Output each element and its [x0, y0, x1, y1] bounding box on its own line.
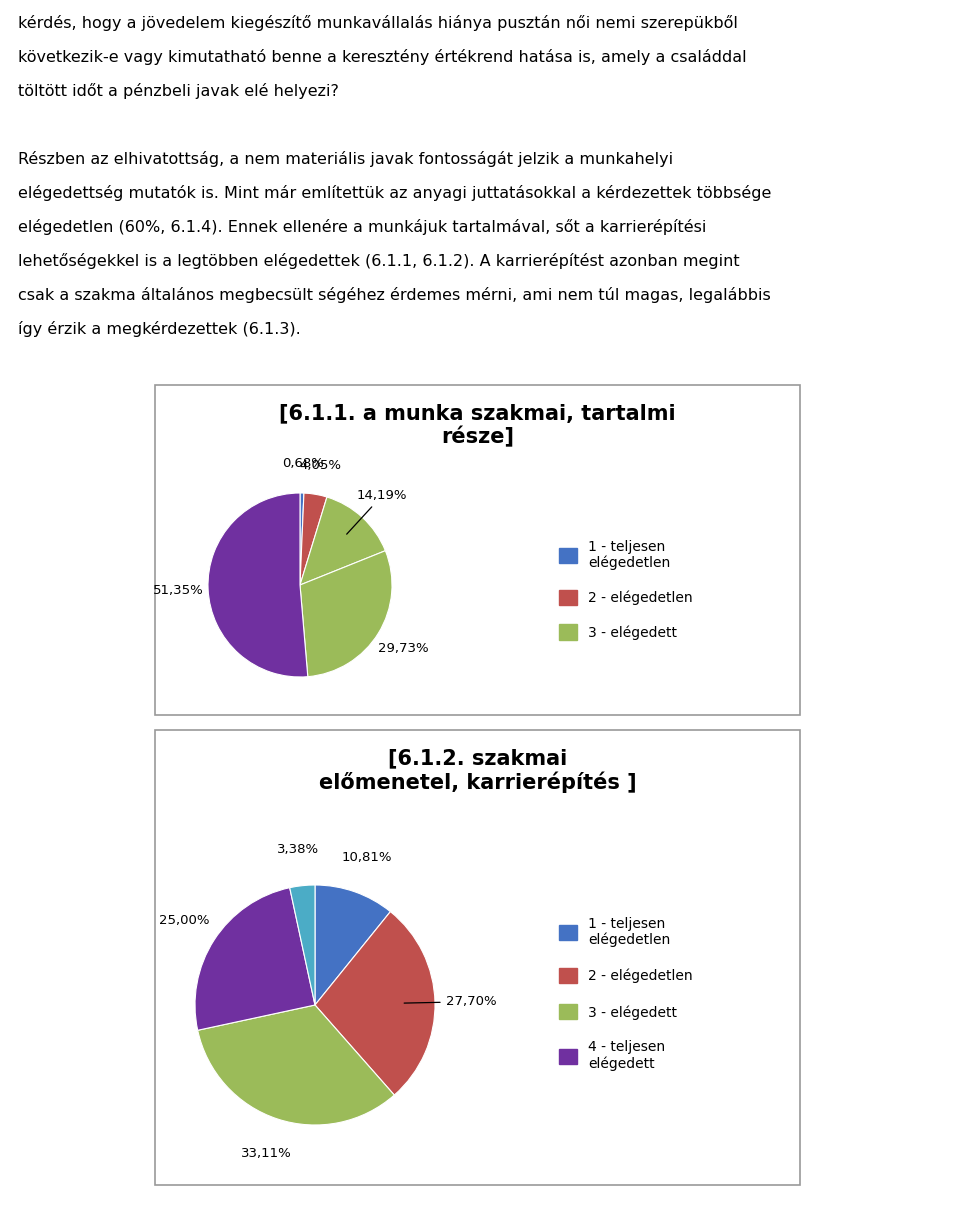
Wedge shape [300, 497, 385, 585]
Text: így érzik a megkérdezettek (6.1.3).: így érzik a megkérdezettek (6.1.3). [18, 321, 300, 336]
Text: töltött időt a pénzbeli javak elé helyezi?: töltött időt a pénzbeli javak elé helyez… [18, 83, 339, 99]
Text: csak a szakma általános megbecsült ségéhez érdemes mérni, ami nem túl magas, leg: csak a szakma általános megbecsült ségéh… [18, 287, 771, 303]
Text: 4,05%: 4,05% [300, 458, 342, 472]
Wedge shape [290, 885, 315, 1005]
Legend: 1 - teljesen
elégedetlen, 2 - elégedetlen, 3 - elégedett, 4 - teljesen
elégedett: 1 - teljesen elégedetlen, 2 - elégedetle… [559, 917, 692, 1071]
Wedge shape [195, 888, 315, 1030]
Text: [6.1.2. szakmai
előmenetel, karrierépítés ]: [6.1.2. szakmai előmenetel, karrierépíté… [319, 748, 636, 794]
Text: következik-e vagy kimutatható benne a keresztény értékrend hatása is, amely a cs: következik-e vagy kimutatható benne a ke… [18, 49, 747, 65]
Wedge shape [300, 493, 327, 585]
Text: 51,35%: 51,35% [154, 584, 204, 597]
Text: 33,11%: 33,11% [241, 1147, 292, 1160]
Text: elégedetlen (60%, 6.1.4). Ennek ellenére a munkájuk tartalmával, sőt a karrierép: elégedetlen (60%, 6.1.4). Ennek ellenére… [18, 219, 707, 235]
Wedge shape [315, 912, 435, 1095]
Text: 3,38%: 3,38% [277, 843, 320, 856]
Wedge shape [208, 493, 308, 677]
Text: lehetőségekkel is a legtöbben elégedettek (6.1.1, 6.1.2). A karrierépítést azonb: lehetőségekkel is a legtöbben elégedette… [18, 253, 739, 269]
Wedge shape [300, 551, 392, 677]
Text: Részben az elhivatottság, a nem materiális javak fontosságát jelzik a munkahelyi: Részben az elhivatottság, a nem materiál… [18, 151, 673, 166]
Text: [6.1.1. a munka szakmai, tartalmi
része]: [6.1.1. a munka szakmai, tartalmi része] [279, 403, 676, 447]
Text: 27,70%: 27,70% [404, 995, 496, 1008]
Legend: 1 - teljesen
elégedetlen, 2 - elégedetlen, 3 - elégedett: 1 - teljesen elégedetlen, 2 - elégedetle… [559, 539, 692, 639]
Text: kérdés, hogy a jövedelem kiegészítő munkavállalás hiánya pusztán női nemi szerep: kérdés, hogy a jövedelem kiegészítő munk… [18, 14, 738, 31]
Wedge shape [198, 1005, 395, 1125]
Text: 0,68%: 0,68% [281, 457, 324, 470]
Text: 25,00%: 25,00% [158, 914, 209, 927]
Text: elégedettség mutatók is. Mint már említettük az anyagi juttatásokkal a kérdezett: elégedettség mutatók is. Mint már említe… [18, 185, 772, 201]
Wedge shape [300, 493, 304, 585]
Text: 29,73%: 29,73% [378, 642, 429, 655]
Wedge shape [315, 885, 391, 1005]
Text: 10,81%: 10,81% [342, 851, 393, 865]
Text: 14,19%: 14,19% [347, 490, 407, 534]
